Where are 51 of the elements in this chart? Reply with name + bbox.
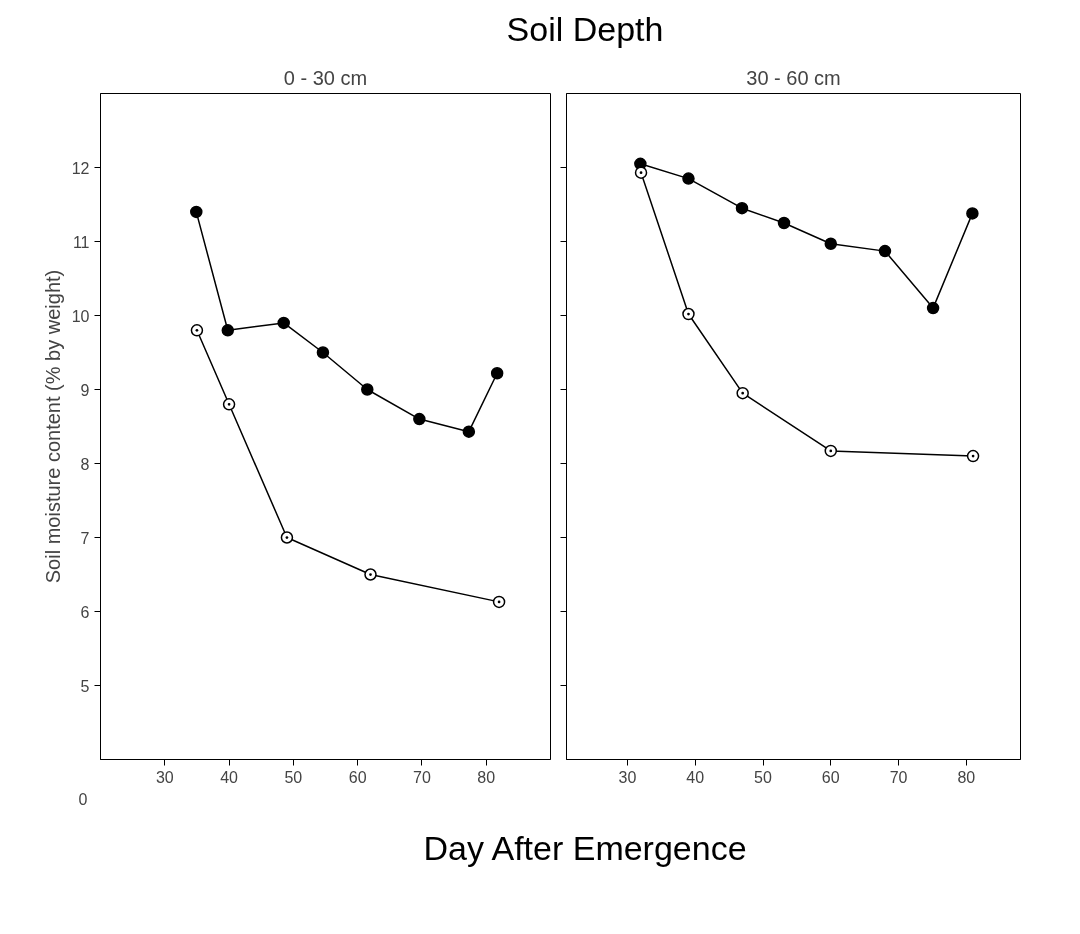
x-tick-label: 40 <box>686 768 705 786</box>
point <box>364 567 377 581</box>
point <box>878 244 892 257</box>
x-tick-label: 40 <box>220 768 239 786</box>
x-tick-label: 70 <box>889 768 908 786</box>
point <box>462 425 476 438</box>
point <box>926 301 940 314</box>
chart-subtitle: 30 - 60 cm <box>746 66 841 89</box>
point <box>682 307 695 320</box>
x-tick-label: 60 <box>821 768 840 786</box>
point <box>222 397 236 411</box>
point <box>824 444 838 457</box>
point <box>316 345 330 359</box>
point <box>777 216 791 229</box>
chart-title: Soil Depth <box>506 9 664 50</box>
y-tick-label: 10 <box>71 307 90 325</box>
point <box>190 205 203 218</box>
point <box>682 171 695 185</box>
point <box>966 449 980 462</box>
point <box>190 323 204 337</box>
x-tick-label: 50 <box>284 768 303 786</box>
point <box>492 595 506 608</box>
y-tick-label: 11 <box>72 233 90 251</box>
y-tick-label: 12 <box>71 159 90 177</box>
chart-subtitle: 0 - 30 cm <box>283 66 368 89</box>
x-axis-title: Day After Emergence <box>423 827 747 869</box>
y-tick-label: 8 <box>80 455 90 473</box>
point <box>736 386 749 399</box>
point <box>634 166 648 179</box>
y-tick-label: 7 <box>80 529 90 547</box>
point <box>735 201 749 214</box>
point <box>280 530 294 544</box>
point <box>490 366 504 380</box>
point <box>361 382 374 396</box>
point <box>221 323 235 337</box>
y-axis-title: Soil moisture content (% by weight) <box>41 269 64 583</box>
point <box>824 237 838 250</box>
y-tick-label: 9 <box>80 381 90 399</box>
x-tick-label: 70 <box>413 768 431 786</box>
y-tick-label: 5 <box>80 677 90 695</box>
x-tick-label: 50 <box>754 768 773 786</box>
x-tick-label: 80 <box>477 768 496 786</box>
point <box>277 316 290 329</box>
x-tick-label: 60 <box>348 768 367 786</box>
x-tick-label: 30 <box>618 768 637 786</box>
x-tick-label: 80 <box>957 768 976 786</box>
x-tick-label: 30 <box>155 768 174 786</box>
point <box>966 206 979 220</box>
point <box>413 412 426 425</box>
text: 0 <box>78 790 88 808</box>
y-tick-label: 6 <box>80 603 90 621</box>
